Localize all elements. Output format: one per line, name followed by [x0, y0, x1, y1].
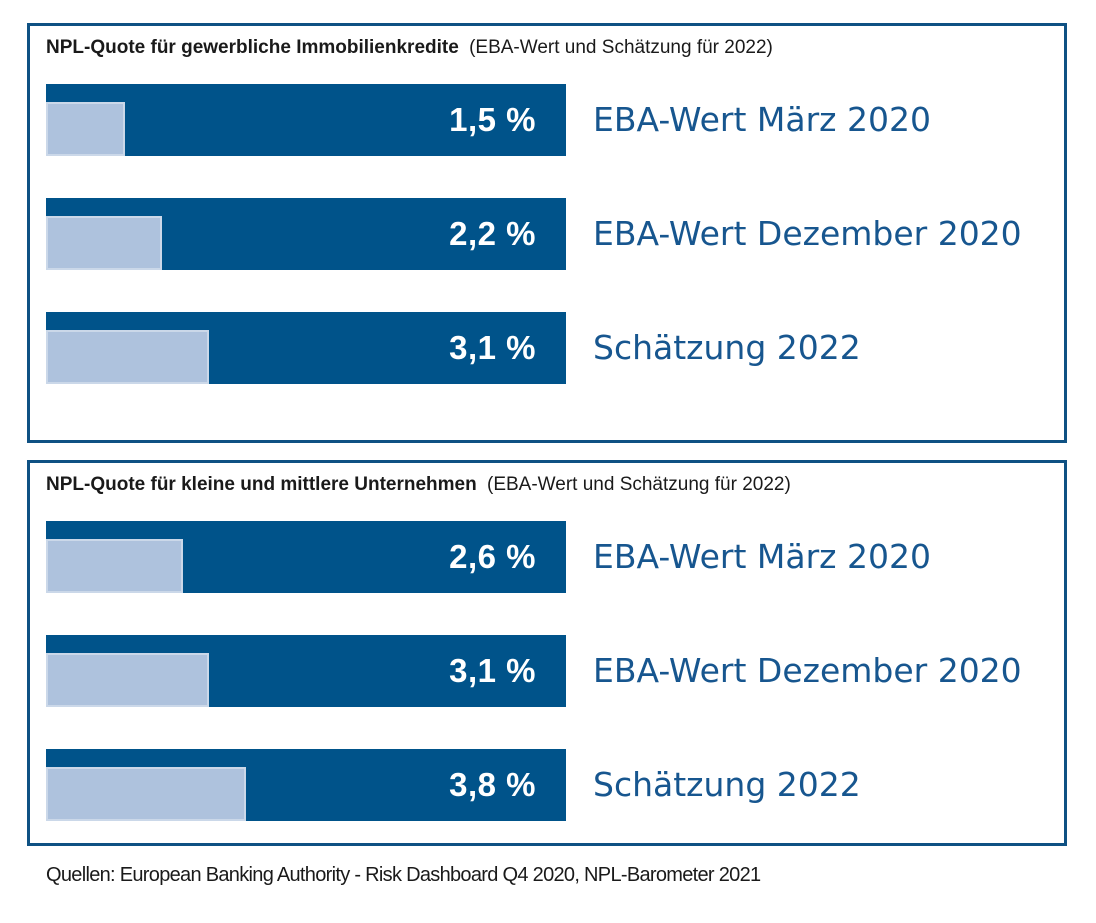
bar-row: 3,8 % Schätzung 2022 [46, 749, 1064, 821]
npl-quote-infographic: NPL-Quote für gewerbliche Immobilienkred… [0, 23, 1096, 923]
chart-panel-kmu: NPL-Quote für kleine und mittlere Untern… [27, 460, 1067, 846]
bar-category-label: Schätzung 2022 [593, 328, 861, 367]
bar-category-label: EBA-Wert Dezember 2020 [593, 651, 1022, 690]
bar-value-fill [46, 330, 209, 384]
bar-category-label: Schätzung 2022 [593, 765, 861, 804]
bar-value-label: 3,1 % [449, 329, 536, 366]
bar-value-label: 2,2 % [449, 215, 536, 252]
bar-total-track: 3,1 % [46, 635, 566, 707]
bar-value-label: 3,1 % [449, 652, 536, 689]
bar-category-label: EBA-Wert März 2020 [593, 537, 931, 576]
chart-title: NPL-Quote für kleine und mittlere Untern… [46, 473, 1064, 497]
bar-row: 3,1 % Schätzung 2022 [46, 312, 1064, 384]
bar-value-fill [46, 216, 162, 270]
bar-row: 2,2 % EBA-Wert Dezember 2020 [46, 198, 1064, 270]
chart-title-note: (EBA-Wert und Schätzung für 2022) [469, 37, 773, 58]
bar-value-label: 2,6 % [449, 538, 536, 575]
bar-total-track: 2,6 % [46, 521, 566, 593]
bar-category-label: EBA-Wert März 2020 [593, 100, 931, 139]
bar-value-label: 3,8 % [449, 766, 536, 803]
chart-title-main: NPL-Quote für gewerbliche Immobilienkred… [46, 37, 459, 58]
bar-category-label: EBA-Wert Dezember 2020 [593, 214, 1022, 253]
chart-title-note: (EBA-Wert und Schätzung für 2022) [487, 474, 791, 495]
bar-row: 2,6 % EBA-Wert März 2020 [46, 521, 1064, 593]
source-note: Quellen: European Banking Authority - Ri… [46, 864, 761, 886]
bar-total-track: 3,1 % [46, 312, 566, 384]
chart-panel-immobilienkredite: NPL-Quote für gewerbliche Immobilienkred… [27, 23, 1067, 443]
bar-row: 1,5 % EBA-Wert März 2020 [46, 84, 1064, 156]
bar-value-fill [46, 102, 125, 156]
bar-value-label: 1,5 % [449, 101, 536, 138]
bar-value-fill [46, 653, 209, 707]
bar-value-fill [46, 767, 246, 821]
bar-row: 3,1 % EBA-Wert Dezember 2020 [46, 635, 1064, 707]
chart-title-main: NPL-Quote für kleine und mittlere Untern… [46, 474, 477, 495]
bar-total-track: 3,8 % [46, 749, 566, 821]
bar-total-track: 2,2 % [46, 198, 566, 270]
chart-title: NPL-Quote für gewerbliche Immobilienkred… [46, 36, 1064, 60]
bar-value-fill [46, 539, 183, 593]
bar-total-track: 1,5 % [46, 84, 566, 156]
